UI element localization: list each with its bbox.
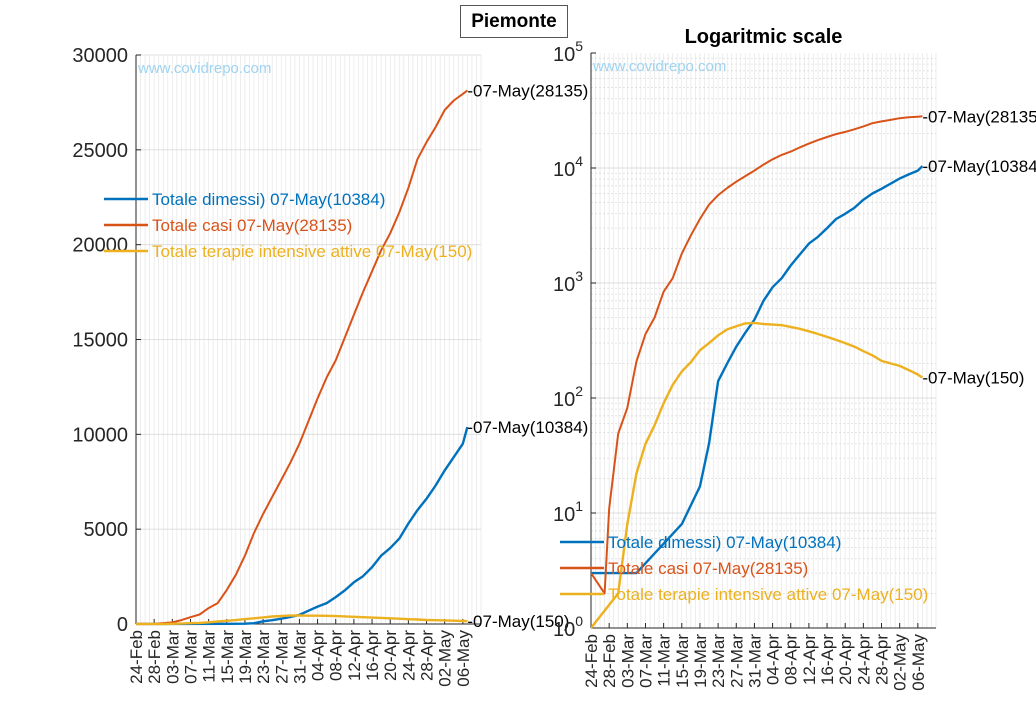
x-tick-label: 15-Mar [673, 634, 692, 688]
legend-label-terapie: Totale terapie intensive attive 07-May(1… [152, 242, 472, 261]
linear-chart: 0 5000 10000 15000 20000 25000 30000 24-Feb 28-F… [72, 45, 588, 687]
x-tick-label: 20-Apr [836, 634, 855, 685]
x-tick-label: 31-Mar [290, 630, 309, 684]
series-line-casi [591, 115, 923, 595]
x-tick-label: 23-Mar [709, 634, 728, 688]
y-tick-label: 0 [117, 614, 128, 636]
x-tick-label: 31-Mar [745, 634, 764, 688]
x-tick-label: 16-Apr [818, 634, 837, 685]
x-tick-label: 11-Mar [200, 630, 219, 683]
y-tick-label-exponent: 1 [575, 498, 583, 514]
y-tick-label: 104 [553, 153, 583, 181]
x-tick-label: 24-Apr [854, 634, 873, 685]
y-tick-label-base: 10 [553, 274, 575, 296]
x-tick-label: 16-Apr [363, 630, 382, 681]
y-tick-label-exponent: 2 [575, 383, 583, 399]
x-tick-label: 15-Mar [218, 630, 237, 684]
end-label-casi: -07-May(28135 [922, 107, 1036, 126]
x-tick-label: 06-May [909, 634, 928, 691]
y-tick-label: 20000 [72, 235, 128, 257]
y-tick-label: 25000 [72, 140, 128, 162]
legend-label-dimessi: Totale dimessi) 07-May(10384) [608, 533, 841, 552]
y-tick-label-exponent: 5 [575, 38, 583, 54]
y-tick-label: 105 [553, 38, 583, 66]
x-tick-label: 03-Mar [163, 630, 182, 684]
watermark: www.covidrepo.com [137, 60, 271, 77]
y-tick-label-exponent: 0 [575, 613, 583, 629]
y-tick-label: 101 [553, 498, 583, 526]
legend-label-terapie: Totale terapie intensive attive 07-May(1… [608, 585, 928, 604]
x-tick-label: 04-Apr [764, 634, 783, 685]
end-label-casi: -07-May(28135) [467, 81, 588, 100]
y-tick-label: 30000 [72, 45, 128, 67]
x-tick-label: 24-Feb [127, 630, 146, 684]
x-tick-label: 28-Apr [873, 634, 892, 685]
y-tick-label-base: 10 [553, 504, 575, 526]
y-tick-label-exponent: 3 [575, 268, 583, 284]
legend-label-casi: Totale casi 07-May(28135) [152, 216, 352, 235]
x-tick-label: 28-Apr [418, 630, 437, 681]
end-label-terapie: -07-May(150) [467, 612, 569, 631]
x-tick-label: 07-Mar [636, 634, 655, 688]
y-tick-label: 103 [553, 268, 583, 296]
end-label-dimessi: -07-May(10384) [467, 418, 588, 437]
page-title: Piemonte [460, 5, 568, 38]
y-tick-label-base: 10 [553, 44, 575, 66]
y-tick-label-exponent: 4 [575, 153, 583, 169]
x-tick-label: 28-Feb [145, 630, 164, 684]
x-tick-label: 24-Apr [399, 630, 418, 681]
x-tick-label: 08-Apr [327, 630, 346, 681]
y-tick-label-base: 10 [553, 389, 575, 411]
x-tick-label: 02-May [891, 634, 910, 691]
end-label-terapie: -07-May(150) [922, 369, 1024, 388]
series-line-dimessi [591, 165, 924, 575]
x-tick-label: 28-Feb [600, 634, 619, 688]
x-tick-label: 19-Mar [691, 634, 710, 688]
x-tick-label: 23-Mar [254, 630, 273, 684]
chart-title: Logaritmic scale [685, 26, 843, 48]
x-tick-label: 12-Apr [345, 630, 364, 681]
series-line-terapie [136, 614, 468, 626]
x-tick-label: 04-Apr [309, 630, 328, 681]
series-line-dimessi [136, 426, 469, 626]
x-tick-label: 12-Apr [800, 634, 819, 685]
x-tick-label: 03-Mar [618, 634, 637, 688]
watermark: www.covidrepo.com [592, 58, 726, 75]
x-tick-label: 20-Apr [381, 630, 400, 681]
x-tick-label: 07-Mar [181, 630, 200, 684]
series-line-casi [136, 89, 469, 625]
legend-label-casi: Totale casi 07-May(28135) [608, 559, 808, 578]
x-tick-label: 19-Mar [236, 630, 255, 684]
y-tick-label-base: 10 [553, 619, 575, 641]
y-tick-label: 15000 [72, 330, 128, 352]
x-tick-label: 08-Apr [782, 634, 801, 685]
x-tick-label: 27-Mar [727, 634, 746, 688]
y-tick-label: 100 [553, 613, 583, 641]
x-tick-label: 24-Feb [582, 634, 601, 688]
y-tick-label: 10000 [72, 424, 128, 446]
legend: Totale dimessi) 07-May(10384) Totale casi… [104, 190, 472, 261]
y-tick-label: 5000 [84, 519, 129, 541]
end-label-dimessi: -07-May(10384 [922, 157, 1036, 176]
y-tick-label-base: 10 [553, 159, 575, 181]
x-tick-label: 02-May [436, 630, 455, 687]
series-line-terapie [591, 321, 924, 629]
x-tick-label: 06-May [454, 630, 473, 687]
legend: Totale dimessi) 07-May(10384) Totale casi… [560, 533, 928, 604]
x-tick-label: 27-Mar [272, 630, 291, 684]
y-tick-label: 102 [553, 383, 583, 411]
x-tick-label: 11-Mar [655, 634, 674, 687]
legend-label-dimessi: Totale dimessi) 07-May(10384) [152, 190, 385, 209]
